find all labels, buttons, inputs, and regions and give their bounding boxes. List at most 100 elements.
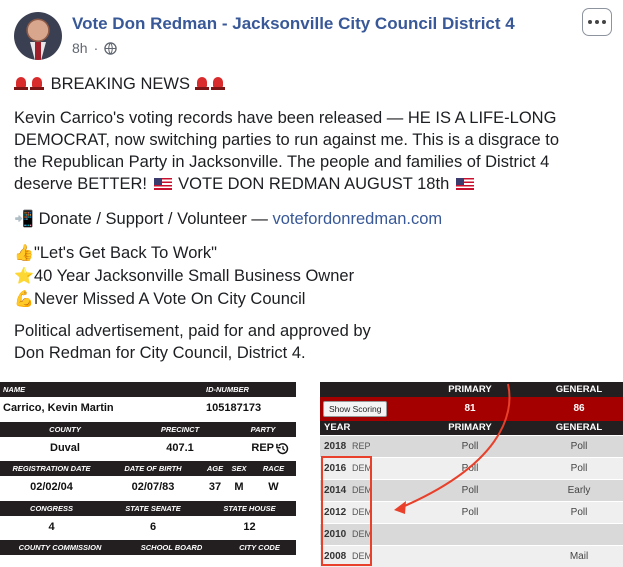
history-primary: Poll [461, 507, 479, 518]
history-party: DEM [352, 507, 372, 517]
body-line: deserve BETTER! VOTE DON REDMAN AUGUST 1… [14, 173, 559, 195]
history-primary: Poll [461, 441, 479, 452]
donate-text: Donate / Support / Volunteer — [38, 210, 268, 228]
general-score: 86 [573, 403, 585, 414]
label-county-commission: COUNTY COMMISSION [0, 540, 120, 555]
us-flag-icon [455, 178, 474, 190]
us-flag-icon [153, 178, 172, 190]
star-icon: ⭐ [14, 268, 34, 285]
donate-line: 📲 Donate / Support / Volunteer — votefor… [14, 208, 442, 231]
history-row: 2016 DEM Poll Poll [320, 458, 623, 479]
value-congress: 4 [0, 517, 103, 538]
label-sex: SEX [227, 461, 251, 476]
label-name: NAME [0, 382, 203, 397]
history-year: 2016 [324, 463, 347, 474]
siren-icon [14, 76, 28, 90]
history-row: 2008 DEM Mail [320, 546, 623, 567]
history-party: DEM [352, 529, 372, 539]
label-date-of-birth: DATE OF BIRTH [103, 461, 203, 476]
siren-icon [30, 76, 44, 90]
history-party: DEM [352, 551, 372, 561]
value-party: REP [230, 438, 274, 459]
voter-info-table: NAME ID-NUMBER Carrico, Kevin Martin 105… [0, 380, 296, 567]
label-state-house: STATE HOUSE [203, 501, 296, 516]
value-state-senate: 6 [103, 517, 203, 538]
history-party: DEM [352, 485, 372, 495]
breaking-news-line: BREAKING NEWS [14, 73, 227, 95]
voter-record-image[interactable]: NAME ID-NUMBER Carrico, Kevin Martin 105… [0, 380, 623, 567]
history-primary: Poll [461, 463, 479, 474]
score-row: Show Scoring 81 86 [320, 397, 623, 421]
value-state-house: 12 [203, 517, 296, 538]
label-city-code: CITY CODE [223, 540, 296, 555]
history-row: 2014 DEM Poll Early [320, 480, 623, 501]
post-meta: 8h · [72, 40, 117, 56]
label-age: AGE [203, 461, 227, 476]
history-primary: Poll [461, 485, 479, 496]
value-sex: M [227, 477, 251, 498]
disclaimer: Political advertisement, paid for and ap… [14, 320, 371, 364]
history-row: 2018 REP Poll Poll [320, 436, 623, 457]
mobile-phone-icon: 📲 [14, 211, 34, 228]
label-state-senate: STATE SENATE [103, 501, 203, 516]
history-icon[interactable] [276, 442, 289, 455]
history-row: 2010 DEM [320, 524, 623, 545]
value-race: W [251, 477, 296, 498]
voting-history-table: PRIMARY GENERAL Show Scoring 81 86 YEAR … [320, 380, 623, 567]
history-general: Poll [570, 507, 588, 518]
post-body: Kevin Carrico's voting records have been… [14, 107, 559, 195]
more-options-button[interactable] [582, 8, 612, 36]
disclaimer-line: Don Redman for City Council, District 4. [14, 344, 306, 362]
history-party: REP [352, 441, 371, 451]
siren-icon [210, 76, 225, 90]
history-year: 2018 [324, 441, 347, 452]
disclaimer-line: Political advertisement, paid for and ap… [14, 322, 371, 340]
highlight-box [321, 456, 372, 566]
label-county: COUNTY [0, 422, 130, 437]
body-line: DEMOCRAT, now switching parties to run a… [14, 131, 560, 149]
label-id-number: ID-NUMBER [203, 382, 296, 397]
avatar[interactable] [14, 12, 62, 60]
year-header: YEAR PRIMARY GENERAL [320, 421, 623, 435]
arrow-annotation [394, 383, 511, 514]
label-race: RACE [251, 461, 296, 476]
history-year: 2014 [324, 485, 347, 496]
history-year: 2012 [324, 507, 347, 518]
label-precinct: PRECINCT [130, 422, 230, 437]
siren-icon [194, 76, 209, 90]
show-scoring-button[interactable]: Show Scoring [323, 401, 388, 417]
value-name: Carrico, Kevin Martin [0, 398, 203, 419]
history-general: Early [567, 485, 591, 496]
value-age: 37 [203, 477, 227, 498]
label-party: PARTY [230, 422, 296, 437]
body-line: Kevin Carrico's voting records have been… [14, 109, 557, 127]
value-county: Duval [0, 438, 130, 459]
history-party: DEM [352, 463, 372, 473]
primary-score: 81 [464, 403, 476, 414]
value-registration-date: 02/02/04 [0, 477, 103, 498]
history-general [535, 524, 623, 545]
list-item: 💪Never Missed A Vote On City Council [14, 288, 354, 311]
body-line: the Republican Party in Jacksonville. Th… [14, 153, 550, 171]
list-item: 👍"Let's Get Back To Work" [14, 242, 354, 265]
history-general: Mail [569, 551, 589, 562]
list-item: ⭐40 Year Jacksonville Small Business Own… [14, 265, 354, 288]
bullet-list: 👍"Let's Get Back To Work" ⭐40 Year Jacks… [14, 242, 354, 311]
history-general: Poll [570, 463, 588, 474]
page-name-link[interactable]: Vote Don Redman - Jacksonville City Coun… [72, 14, 515, 33]
history-general: Poll [570, 441, 588, 452]
history-year: 2010 [324, 529, 347, 540]
history-year: 2008 [324, 551, 347, 562]
history-row: 2012 DEM Poll Poll [320, 502, 623, 523]
breaking-news-text: BREAKING NEWS [50, 75, 190, 93]
globe-icon [104, 41, 117, 55]
flexed-biceps-icon: 💪 [14, 291, 34, 308]
thumbs-up-icon: 👍 [14, 245, 34, 262]
post-timestamp[interactable]: 8h [72, 40, 88, 56]
donate-link[interactable]: votefordonredman.com [272, 210, 443, 228]
value-precinct: 407.1 [130, 438, 230, 459]
value-id-number: 105187173 [203, 398, 296, 419]
label-school-board: SCHOOL BOARD [120, 540, 223, 555]
label-registration-date: REGISTRATION DATE [0, 461, 103, 476]
